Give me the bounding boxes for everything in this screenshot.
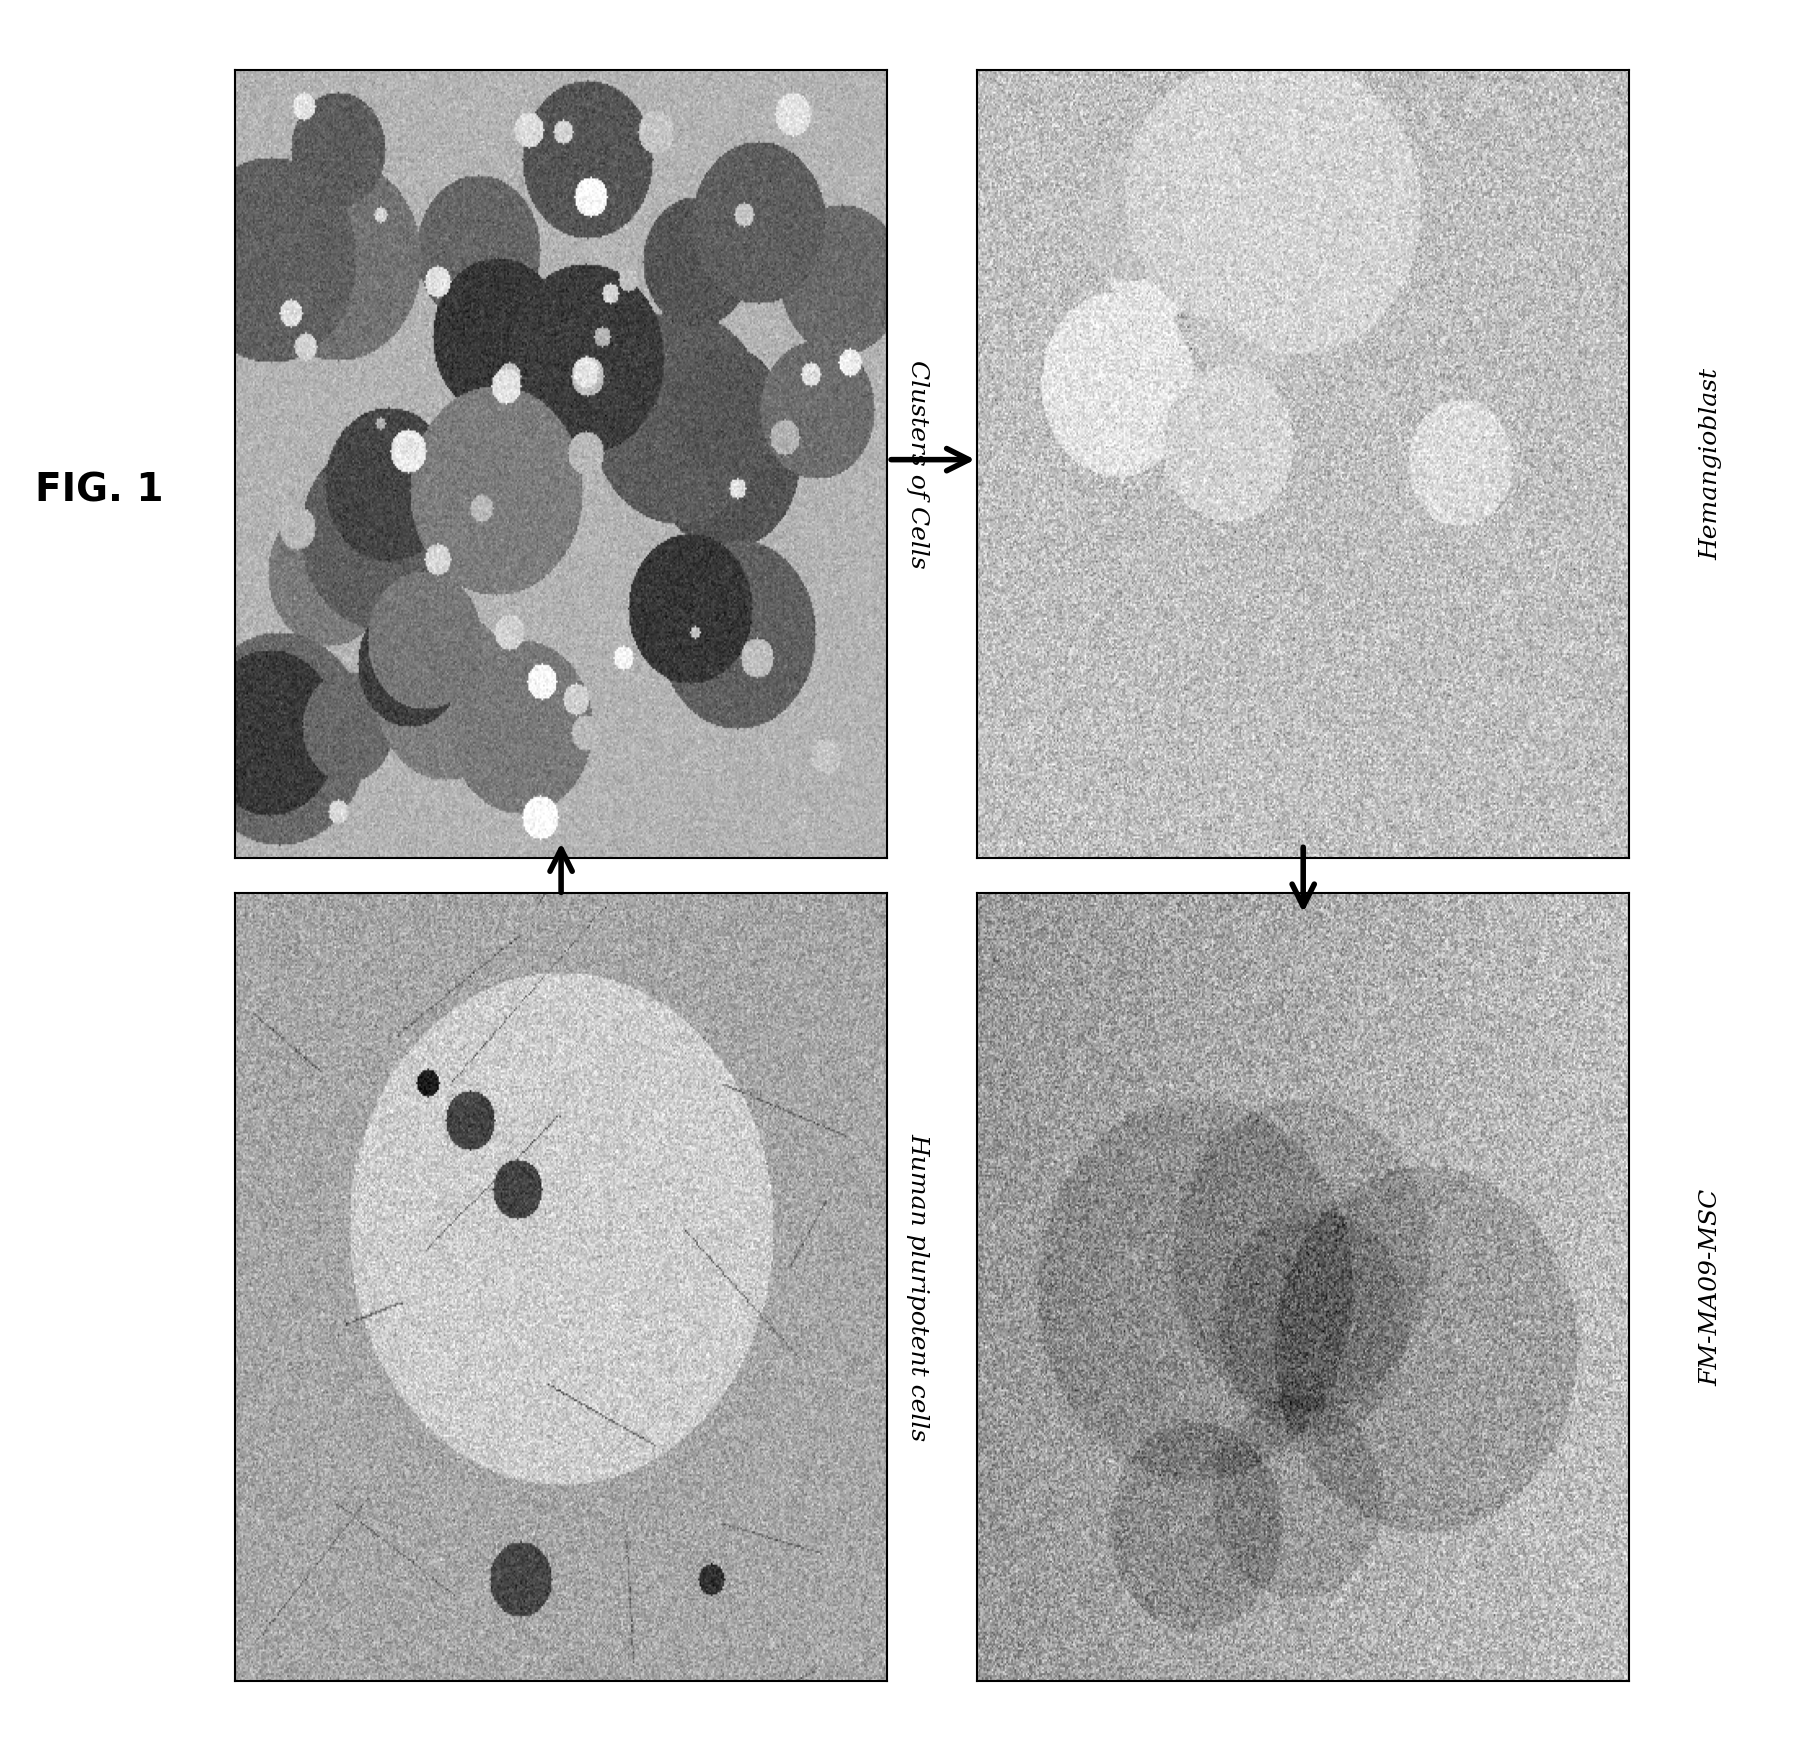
Text: Clusters of Cells: Clusters of Cells: [907, 359, 929, 569]
Text: FIG. 1: FIG. 1: [36, 471, 163, 510]
Text: Human pluripotent cells: Human pluripotent cells: [907, 1133, 929, 1441]
Text: Hemangioblast: Hemangioblast: [1700, 368, 1721, 560]
Text: FM-MA09-MSC: FM-MA09-MSC: [1700, 1189, 1721, 1385]
